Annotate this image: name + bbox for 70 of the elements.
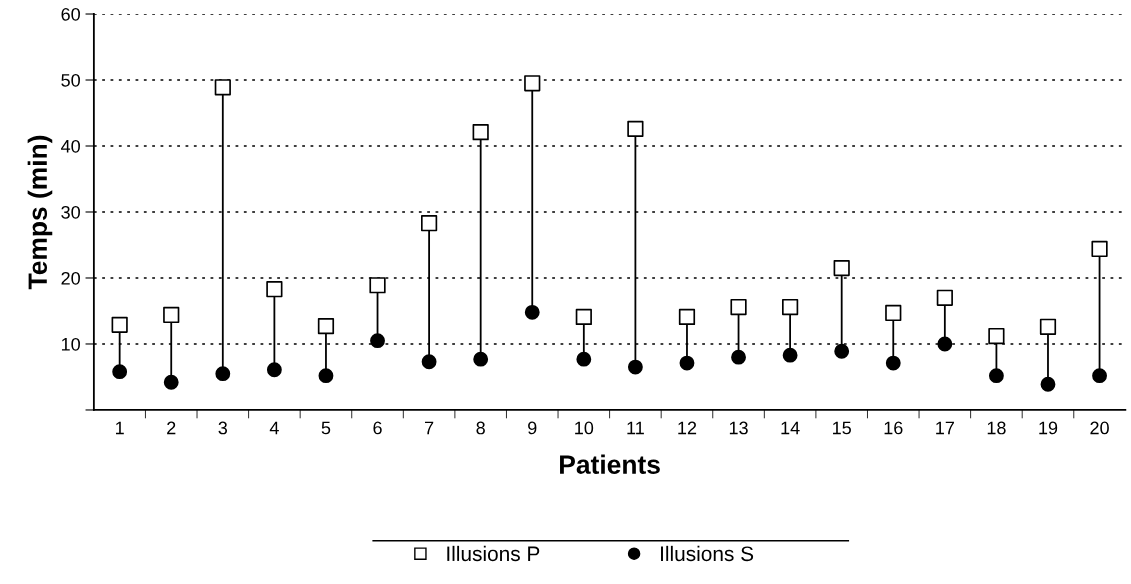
point xyxy=(1039,318,1057,335)
point xyxy=(214,79,231,96)
x-tick-label: 19 xyxy=(1039,421,1058,435)
point xyxy=(988,327,1005,345)
x-tick-label: 11 xyxy=(627,421,644,435)
point xyxy=(370,333,385,349)
x-tick-label: 14 xyxy=(781,421,800,435)
x-tick-label: 17 xyxy=(936,421,954,435)
x-tick-label: 15 xyxy=(833,421,851,435)
x-tick-label: 20 xyxy=(1090,421,1109,435)
point xyxy=(679,355,695,371)
point xyxy=(163,374,179,390)
point xyxy=(1091,240,1108,258)
point xyxy=(369,277,386,294)
x-tick-label: 16 xyxy=(884,421,903,435)
legend-label: Illusions P xyxy=(447,545,540,562)
y-tick-label: 40 xyxy=(61,139,80,153)
point xyxy=(936,289,953,306)
point xyxy=(1092,368,1107,384)
point xyxy=(782,347,798,363)
y-tick-label: 20 xyxy=(61,271,80,285)
y-tick-label: 10 xyxy=(61,337,80,351)
point xyxy=(731,349,746,365)
point xyxy=(317,318,335,335)
x-tick-label: 7 xyxy=(425,421,434,435)
y-axis-title: Temps (min) xyxy=(27,135,53,290)
y-tick-label: 50 xyxy=(61,73,80,87)
point xyxy=(524,304,540,320)
point xyxy=(472,124,489,141)
y-tick-label: 30 xyxy=(61,205,80,219)
point xyxy=(215,366,231,382)
point xyxy=(885,355,901,371)
point xyxy=(885,304,902,322)
point xyxy=(576,351,592,367)
point xyxy=(266,281,283,298)
point xyxy=(781,298,799,316)
y-tick-label: 60 xyxy=(61,7,80,21)
x-tick-label: 2 xyxy=(167,421,176,435)
point xyxy=(678,308,696,326)
point xyxy=(627,359,643,375)
x-axis-title: Patients xyxy=(560,454,660,474)
point xyxy=(833,259,850,277)
point xyxy=(937,336,953,352)
legend-label: Illusions S xyxy=(661,545,754,562)
point xyxy=(627,120,644,137)
x-tick-label: 18 xyxy=(987,421,1006,435)
point xyxy=(988,368,1004,384)
point xyxy=(575,308,592,326)
x-tick-label: 8 xyxy=(476,421,485,435)
x-tick-label: 5 xyxy=(321,421,331,435)
point xyxy=(266,362,282,378)
point xyxy=(111,316,128,333)
point xyxy=(834,343,850,359)
x-tick-label: 6 xyxy=(373,421,382,435)
x-tick-label: 10 xyxy=(575,421,594,435)
point xyxy=(1040,376,1056,392)
point xyxy=(318,368,334,384)
x-tick-label: 4 xyxy=(269,421,279,435)
x-tick-label: 13 xyxy=(729,421,748,435)
point xyxy=(730,298,747,316)
x-tick-label: 9 xyxy=(528,421,537,435)
point xyxy=(524,75,541,92)
point xyxy=(473,351,489,367)
x-tick-label: 3 xyxy=(218,421,228,435)
point xyxy=(112,364,128,380)
point xyxy=(163,306,180,324)
point xyxy=(421,354,437,370)
x-tick-label: 1 xyxy=(116,421,124,435)
x-tick-label: 12 xyxy=(678,421,697,435)
point xyxy=(420,215,438,232)
